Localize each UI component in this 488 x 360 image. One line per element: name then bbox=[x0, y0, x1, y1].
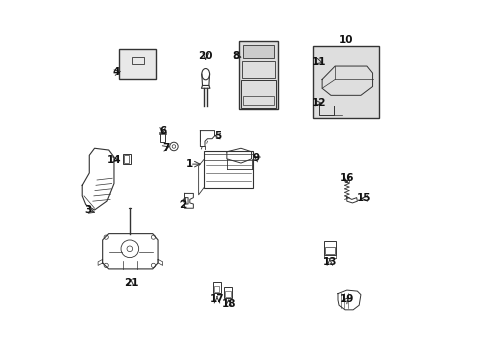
Text: 7: 7 bbox=[162, 143, 169, 153]
Bar bbox=[213, 286, 219, 292]
Bar bbox=[123, 155, 129, 163]
Bar bbox=[324, 247, 334, 254]
Text: 18: 18 bbox=[221, 299, 235, 309]
Bar bbox=[243, 96, 273, 105]
Bar bbox=[323, 241, 335, 255]
Text: 9: 9 bbox=[252, 153, 259, 163]
Text: 3: 3 bbox=[84, 205, 91, 215]
Bar bbox=[241, 80, 276, 108]
Text: 6: 6 bbox=[159, 126, 166, 136]
Bar bbox=[122, 154, 130, 164]
Text: 21: 21 bbox=[123, 278, 138, 288]
Text: 11: 11 bbox=[311, 57, 326, 67]
Bar bbox=[119, 49, 156, 80]
Text: 20: 20 bbox=[198, 51, 212, 61]
Bar bbox=[344, 180, 348, 183]
Text: 13: 13 bbox=[322, 257, 336, 267]
Text: 2: 2 bbox=[179, 200, 186, 210]
Text: 8: 8 bbox=[232, 51, 239, 61]
Text: 17: 17 bbox=[209, 294, 224, 304]
Bar bbox=[203, 151, 253, 188]
Bar bbox=[242, 61, 275, 78]
Text: 15: 15 bbox=[356, 193, 370, 203]
Text: 19: 19 bbox=[339, 294, 353, 304]
Bar bbox=[203, 154, 253, 159]
Text: 4: 4 bbox=[112, 67, 119, 77]
Text: 16: 16 bbox=[339, 173, 353, 183]
Text: 5: 5 bbox=[214, 131, 221, 141]
Bar bbox=[212, 282, 220, 293]
Text: 12: 12 bbox=[311, 98, 325, 108]
Bar bbox=[242, 45, 274, 58]
Bar bbox=[239, 41, 278, 109]
Bar bbox=[224, 287, 232, 298]
Text: 10: 10 bbox=[338, 35, 352, 45]
Bar bbox=[225, 292, 231, 297]
Text: 14: 14 bbox=[106, 154, 121, 165]
Text: 1: 1 bbox=[186, 159, 193, 169]
Bar bbox=[313, 46, 378, 118]
Bar bbox=[131, 57, 144, 64]
Bar bbox=[160, 134, 165, 142]
Bar bbox=[159, 132, 166, 134]
